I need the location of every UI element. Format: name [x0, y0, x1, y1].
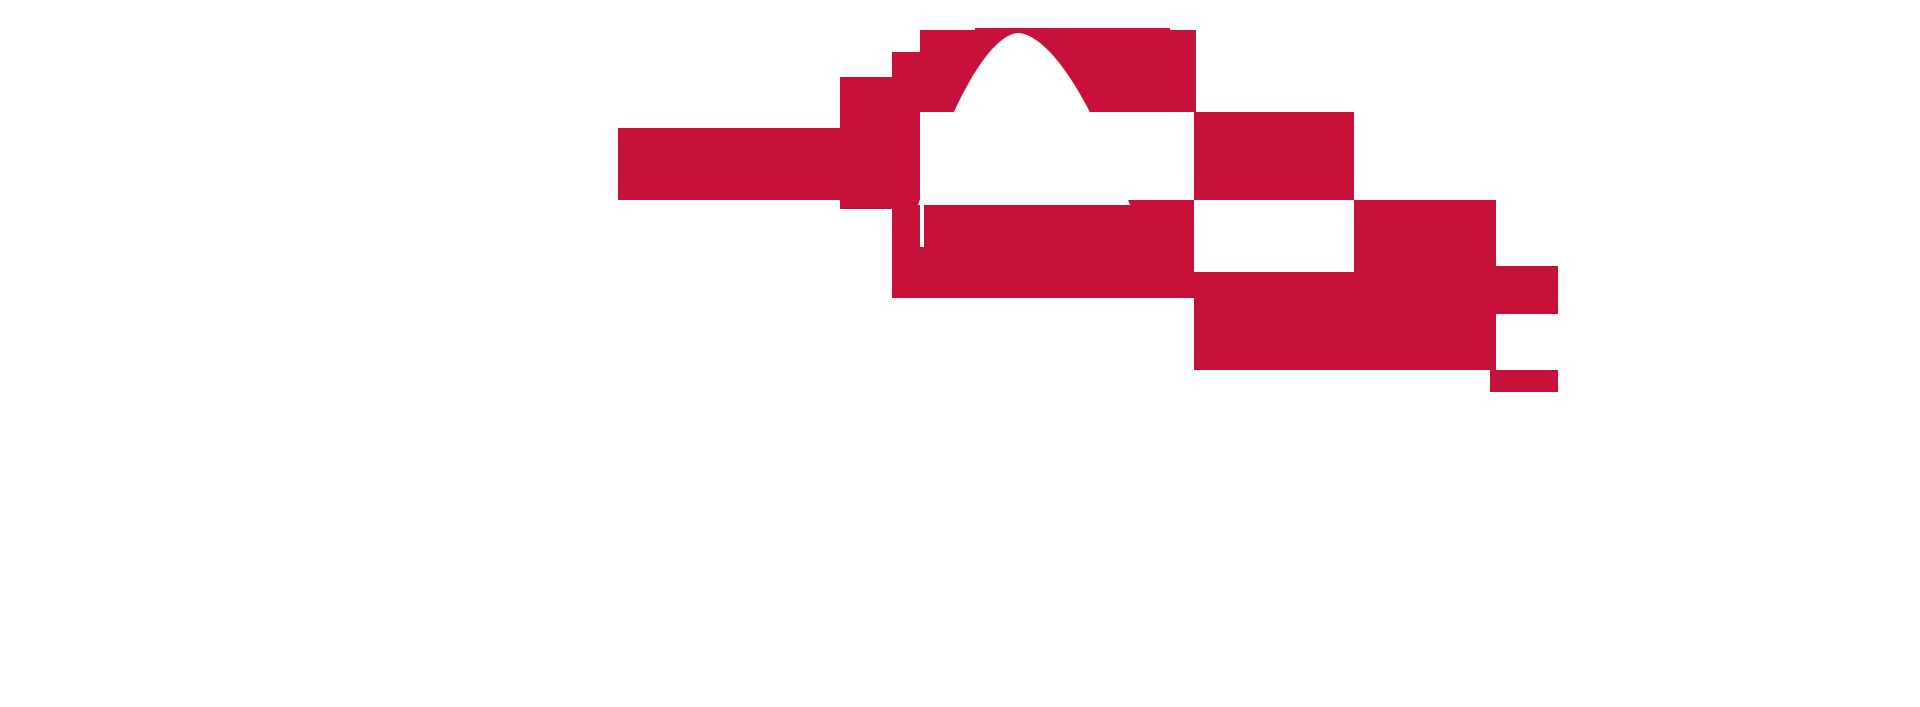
right-upper-block	[1170, 30, 1196, 112]
left-wide-bar	[618, 128, 840, 200]
far-right-band	[1354, 200, 1496, 272]
mid-right-slab	[1194, 112, 1354, 200]
center-tall-column	[892, 52, 920, 209]
upper-right-slab	[1058, 30, 1170, 112]
bottom-right-tab	[1490, 370, 1558, 392]
left-inner-column	[840, 77, 898, 209]
center-mid-band	[892, 200, 1194, 298]
lower-center-band	[1194, 272, 1496, 370]
far-right-edge-block	[1496, 266, 1558, 314]
